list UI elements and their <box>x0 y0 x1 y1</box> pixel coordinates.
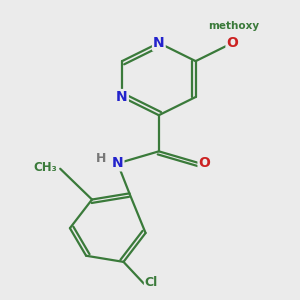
Text: H: H <box>96 152 106 164</box>
Text: N: N <box>116 90 128 104</box>
Text: O: O <box>226 36 238 50</box>
Text: CH₃: CH₃ <box>34 161 57 174</box>
Text: Cl: Cl <box>145 276 158 289</box>
Text: O: O <box>199 156 210 170</box>
Text: methoxy: methoxy <box>208 20 259 31</box>
Text: N: N <box>112 156 123 170</box>
Text: N: N <box>153 36 165 50</box>
